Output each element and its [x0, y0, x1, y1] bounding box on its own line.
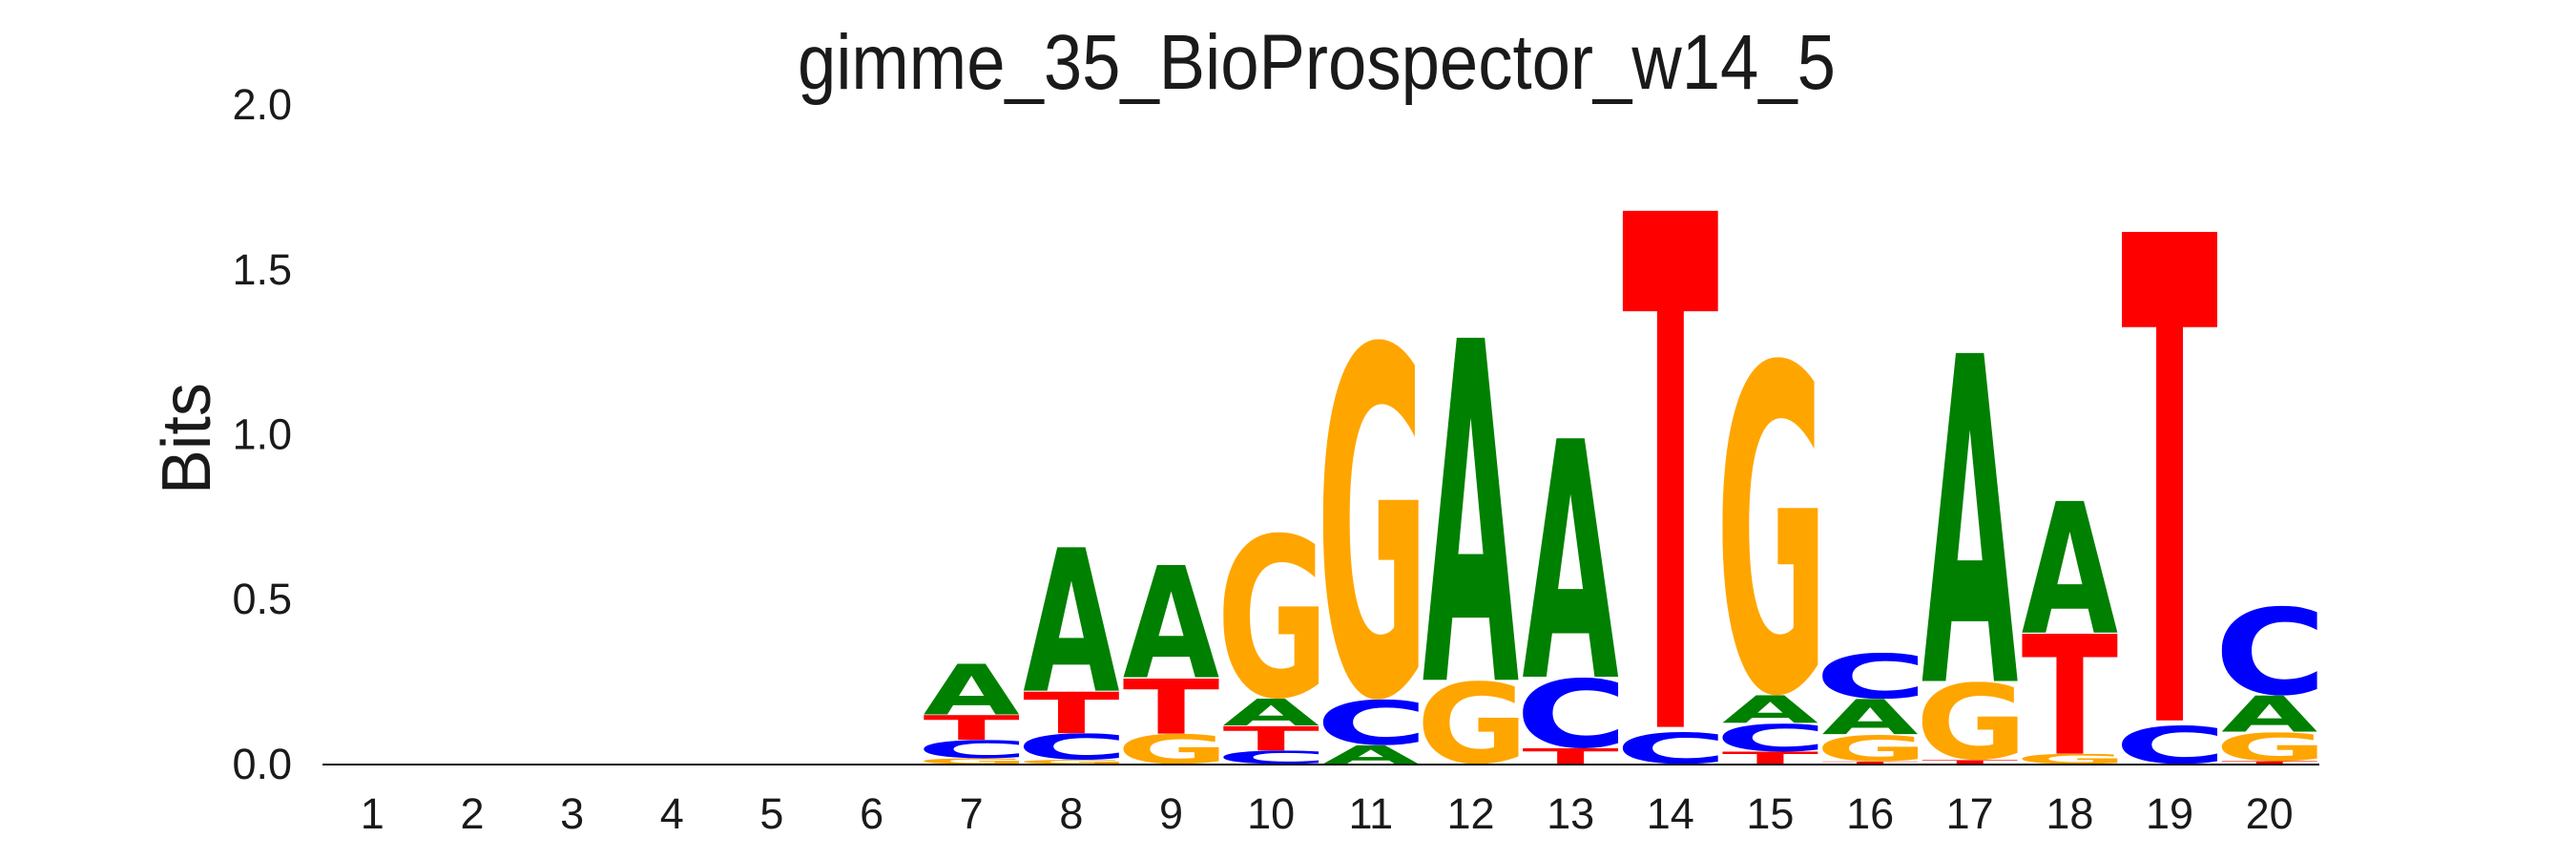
svg-text:6: 6 — [860, 789, 883, 838]
svg-text:16: 16 — [1846, 789, 1894, 838]
svg-text:9: 9 — [1159, 789, 1183, 838]
svg-text:18: 18 — [2046, 789, 2093, 838]
svg-text:gimme_35_BioProspector_w14_5: gimme_35_BioProspector_w14_5 — [798, 19, 1836, 106]
svg-text:20: 20 — [2246, 789, 2294, 838]
svg-text:12: 12 — [1446, 789, 1494, 838]
svg-text:13: 13 — [1547, 789, 1594, 838]
svg-text:7: 7 — [960, 789, 984, 838]
svg-text:15: 15 — [1746, 789, 1794, 838]
svg-text:11: 11 — [1348, 789, 1393, 838]
svg-text:Bits: Bits — [149, 383, 225, 494]
svg-text:14: 14 — [1647, 789, 1694, 838]
svg-text:0.0: 0.0 — [232, 740, 292, 788]
svg-text:17: 17 — [1946, 789, 1994, 838]
svg-text:19: 19 — [2146, 789, 2193, 838]
svg-text:1.0: 1.0 — [232, 410, 292, 459]
svg-text:8: 8 — [1059, 789, 1083, 838]
svg-text:2.0: 2.0 — [232, 80, 292, 129]
svg-text:10: 10 — [1247, 789, 1295, 838]
svg-text:2: 2 — [460, 789, 484, 838]
svg-text:1: 1 — [361, 789, 384, 838]
svg-text:1.5: 1.5 — [232, 245, 292, 294]
svg-text:5: 5 — [759, 789, 783, 838]
svg-text:0.5: 0.5 — [232, 575, 292, 623]
svg-text:4: 4 — [660, 789, 684, 838]
svg-text:3: 3 — [560, 789, 584, 838]
